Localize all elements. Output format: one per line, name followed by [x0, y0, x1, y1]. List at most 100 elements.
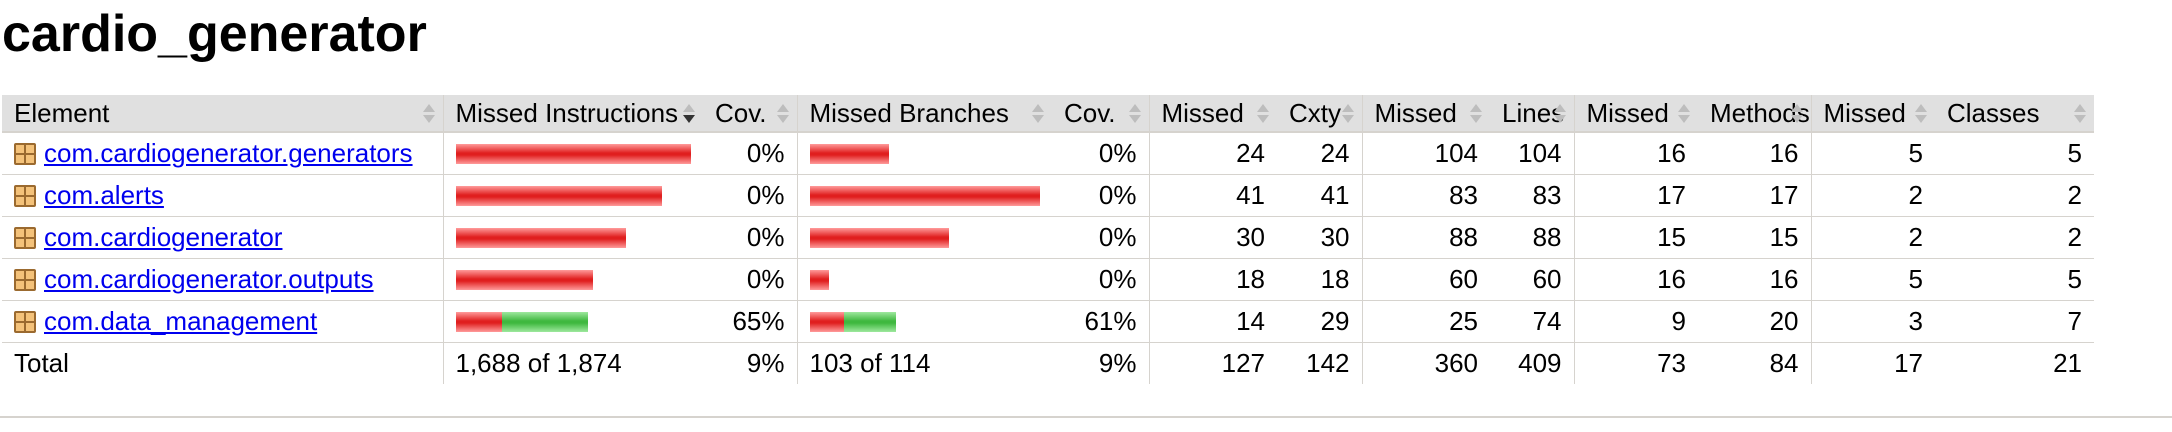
branch-coverage-bar-cell — [796, 258, 1052, 301]
complexity-value: 30 — [1277, 216, 1362, 259]
total-row: Total 1,688 of 1,874 9% 103 of 114 9% 12… — [2, 342, 2094, 384]
branch-coverage-bar-cell — [796, 216, 1052, 259]
column-header-complexity[interactable]: Cxty — [1277, 95, 1362, 133]
page-title: cardio_generator — [2, 5, 427, 63]
package-icon — [14, 269, 36, 291]
instruction-coverage-percent: 65% — [703, 300, 797, 343]
missed-lines-value: 88 — [1361, 216, 1490, 259]
package-link[interactable]: com.data_management — [44, 306, 318, 336]
branch-coverage-percent: 0% — [1052, 174, 1149, 217]
missed-classes-value: 5 — [1810, 258, 1935, 301]
instruction-coverage-percent: 0% — [703, 258, 797, 301]
sort-arrows-icon — [2074, 104, 2086, 124]
package-icon — [14, 185, 36, 207]
column-label: Element — [14, 97, 110, 128]
table-row: com.cardiogenerator.outputs 0% 0% 18 18 … — [2, 258, 2094, 301]
missed-classes-value: 2 — [1810, 216, 1935, 259]
branch-coverage-bar-cell — [796, 174, 1052, 217]
missed-lines-value: 104 — [1361, 132, 1490, 175]
covered-bar-segment — [501, 311, 588, 332]
sort-arrows-icon — [1915, 104, 1927, 124]
missed-classes-value: 3 — [1810, 300, 1935, 343]
instruction-coverage-bar — [455, 259, 692, 300]
instruction-coverage-bar — [455, 133, 691, 174]
complexity-value: 18 — [1277, 258, 1362, 301]
element-cell: com.data_management — [2, 300, 443, 343]
branch-coverage-percent: 0% — [1052, 216, 1149, 259]
instruction-coverage-percent: 0% — [703, 216, 797, 259]
missed-bar-segment — [455, 269, 593, 290]
column-label: Cov. — [715, 97, 767, 128]
column-label: Missed — [1823, 97, 1906, 128]
package-link[interactable]: com.cardiogenerator.outputs — [44, 264, 374, 294]
column-label: Cov. — [1064, 97, 1116, 128]
instruction-coverage-bar-cell — [442, 216, 703, 259]
column-header-missed-complexity[interactable]: Missed — [1148, 95, 1277, 133]
instruction-coverage-bar — [455, 217, 692, 258]
column-header-missed-lines[interactable]: Missed — [1361, 95, 1490, 133]
column-header-missed-classes[interactable]: Missed — [1810, 95, 1935, 133]
column-label: Missed — [1586, 97, 1669, 128]
missed-bar-segment — [809, 143, 889, 164]
total-missed-classes: 17 — [1810, 342, 1935, 384]
missed-methods-value: 16 — [1573, 132, 1698, 175]
branch-coverage-percent: 0% — [1052, 132, 1149, 175]
column-header-missed-branches[interactable]: Missed Branches — [796, 95, 1052, 133]
package-link[interactable]: com.cardiogenerator — [44, 222, 283, 252]
sort-arrows-icon — [1341, 104, 1354, 124]
column-label: Missed — [1374, 97, 1457, 128]
missed-bar-segment — [455, 227, 626, 248]
missed-lines-value: 25 — [1361, 300, 1490, 343]
instruction-coverage-bar — [455, 301, 692, 342]
column-header-element[interactable]: Element — [2, 95, 443, 133]
instruction-coverage-bar-cell — [442, 258, 703, 301]
table-footer: Total 1,688 of 1,874 9% 103 of 114 9% 12… — [2, 342, 2094, 384]
column-header-classes[interactable]: Classes — [1935, 95, 2094, 133]
instruction-coverage-bar-cell — [442, 132, 703, 175]
column-header-lines[interactable]: Lines — [1490, 95, 1574, 133]
column-header-missed-instructions[interactable]: Missed Instructions — [442, 95, 703, 133]
missed-classes-value: 5 — [1810, 132, 1935, 175]
missed-lines-value: 60 — [1361, 258, 1490, 301]
sort-arrows-icon — [1470, 104, 1482, 124]
column-header-branch-coverage[interactable]: Cov. — [1052, 95, 1149, 133]
lines-value: 83 — [1490, 174, 1574, 217]
classes-value: 2 — [1935, 174, 2094, 217]
package-link[interactable]: com.cardiogenerator.generators — [44, 138, 413, 168]
element-cell: com.alerts — [2, 174, 443, 217]
element-cell: com.cardiogenerator.outputs — [2, 258, 443, 301]
branch-coverage-bar-cell — [796, 132, 1052, 175]
column-header-instruction-coverage[interactable]: Cov. — [703, 95, 797, 133]
branch-coverage-percent: 0% — [1052, 258, 1149, 301]
total-instruction-coverage: 9% — [746, 347, 785, 378]
total-methods: 84 — [1769, 347, 1799, 378]
sort-descending-icon — [683, 104, 695, 124]
package-icon — [14, 227, 36, 249]
total-classes: 21 — [2053, 347, 2082, 378]
package-link[interactable]: com.alerts — [44, 180, 164, 210]
branch-coverage-percent: 61% — [1052, 300, 1149, 343]
methods-value: 16 — [1698, 258, 1811, 301]
missed-complexity-value: 24 — [1148, 132, 1277, 175]
column-header-methods[interactable]: Methods — [1698, 95, 1811, 133]
table-header: Element Missed Instructions Cov. Missed … — [2, 95, 2094, 133]
table-row: com.cardiogenerator 0% 0% 30 30 88 88 15… — [2, 216, 2094, 259]
classes-value: 2 — [1935, 216, 2094, 259]
sort-arrows-icon — [1257, 104, 1269, 124]
missed-bar-segment — [455, 143, 691, 164]
missed-classes-value: 2 — [1810, 174, 1935, 217]
lines-value: 104 — [1490, 132, 1574, 175]
classes-value: 7 — [1935, 300, 2094, 343]
lines-value: 88 — [1490, 216, 1574, 259]
column-label: Missed — [1161, 97, 1244, 128]
missed-methods-value: 17 — [1573, 174, 1698, 217]
column-header-missed-methods[interactable]: Missed — [1573, 95, 1698, 133]
total-missed-complexity: 127 — [1148, 342, 1277, 384]
sort-arrows-icon — [776, 104, 789, 124]
total-complexity: 142 — [1306, 347, 1350, 378]
total-lines: 409 — [1518, 347, 1562, 378]
column-label: Missed Instructions — [455, 97, 679, 128]
column-label: Classes — [1947, 97, 2040, 128]
complexity-value: 41 — [1277, 174, 1362, 217]
missed-complexity-value: 14 — [1148, 300, 1277, 343]
